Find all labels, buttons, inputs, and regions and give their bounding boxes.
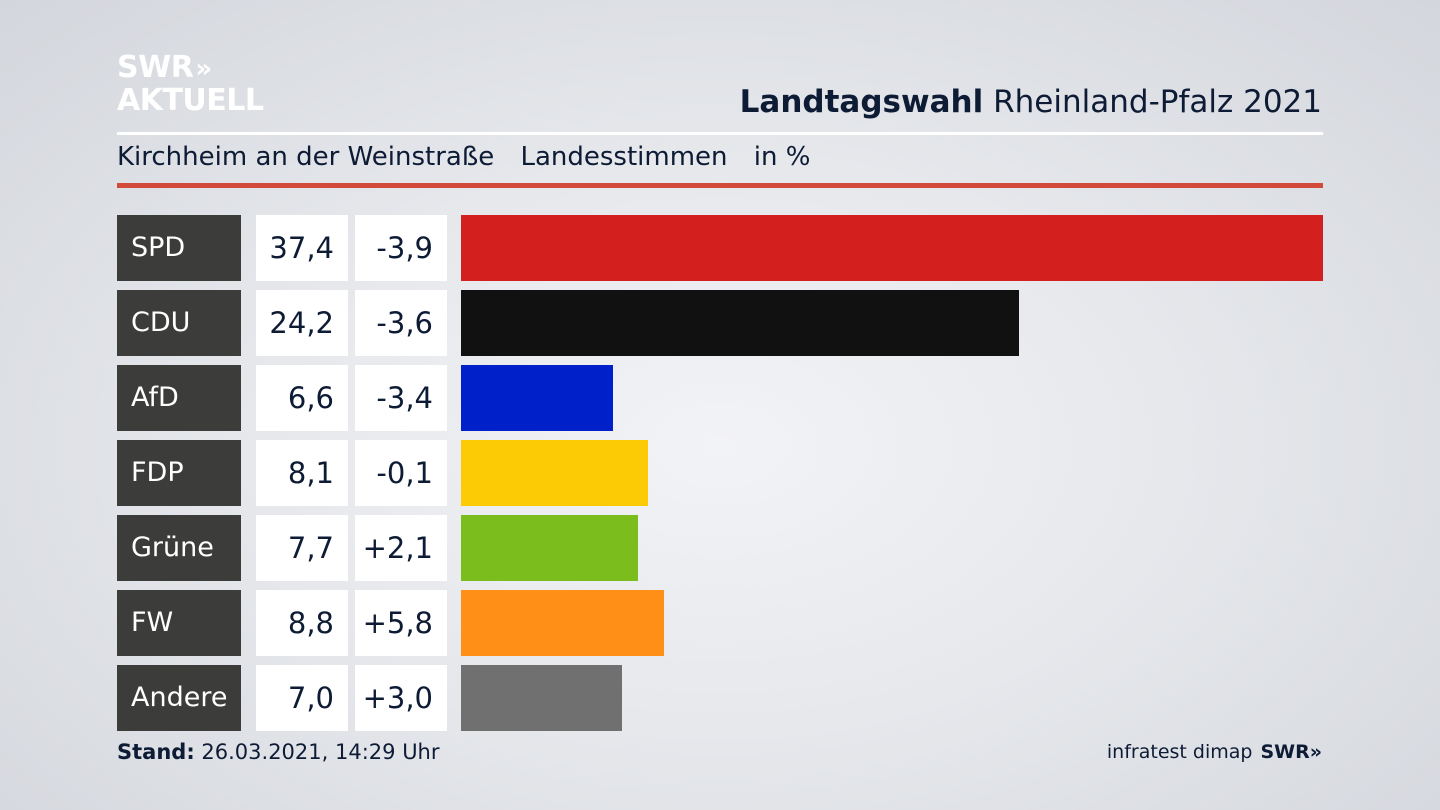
title-bold: Landtagswahl	[739, 84, 984, 120]
party-label: CDU	[117, 290, 241, 356]
party-label: Andere	[117, 665, 241, 731]
bar-mark	[461, 515, 638, 581]
bar-mark	[461, 590, 664, 656]
change-label: +3,0	[355, 665, 447, 731]
chart-row: SPD 37,4 -3,9	[117, 215, 1323, 281]
logo-aktuell-text: AKTUELL	[117, 83, 264, 118]
party-label: SPD	[117, 215, 241, 281]
value-label: 7,7	[256, 515, 348, 581]
value-label: 7,0	[256, 665, 348, 731]
bar-mark	[461, 440, 648, 506]
chart-row: Grüne 7,7 +2,1	[117, 515, 1323, 581]
change-label: -0,1	[355, 440, 447, 506]
party-label: AfD	[117, 365, 241, 431]
chart-row: FW 8,8 +5,8	[117, 590, 1323, 656]
party-label: Grüne	[117, 515, 241, 581]
subtitle-unit: in %	[753, 142, 811, 172]
value-label: 6,6	[256, 365, 348, 431]
stand-value: 26.03.2021, 14:29 Uhr	[201, 740, 440, 764]
bar-mark	[461, 365, 613, 431]
timestamp: Stand: 26.03.2021, 14:29 Uhr	[117, 740, 440, 764]
change-label: -3,6	[355, 290, 447, 356]
chart-row: AfD 6,6 -3,4	[117, 365, 1323, 431]
chart-subtitle: Kirchheim an der Weinstraße Landesstimme…	[117, 142, 828, 172]
title-regular: Rheinland-Pfalz 2021	[993, 84, 1322, 120]
chart-row: Andere 7,0 +3,0	[117, 665, 1323, 731]
party-label: FDP	[117, 440, 241, 506]
change-label: -3,4	[355, 365, 447, 431]
logo-swr-text: SWR	[117, 50, 194, 85]
chart-row: FDP 8,1 -0,1	[117, 440, 1323, 506]
change-label: +5,8	[355, 590, 447, 656]
value-label: 24,2	[256, 290, 348, 356]
stand-label: Stand:	[117, 740, 195, 764]
swr-footer-logo: SWR»	[1260, 741, 1322, 763]
bar-mark	[461, 290, 1019, 356]
source-label: infratest dimap	[1106, 741, 1253, 763]
subtitle-place: Kirchheim an der Weinstraße	[117, 142, 495, 172]
value-label: 8,8	[256, 590, 348, 656]
bar-mark	[461, 665, 622, 731]
change-label: -3,9	[355, 215, 447, 281]
source-credit: infratest dimap SWR»	[1107, 741, 1322, 763]
chart-row: CDU 24,2 -3,6	[117, 290, 1323, 356]
subtitle-divider	[117, 183, 1323, 188]
value-label: 37,4	[256, 215, 348, 281]
party-label: FW	[117, 590, 241, 656]
value-label: 8,1	[256, 440, 348, 506]
page-title: Landtagswahl Rheinland-Pfalz 2021	[740, 84, 1322, 120]
change-label: +2,1	[355, 515, 447, 581]
swr-aktuell-logo: SWR» AKTUELL	[117, 52, 264, 117]
subtitle-vote-type: Landesstimmen	[520, 142, 728, 172]
bar-mark	[461, 215, 1323, 281]
header-divider	[117, 132, 1323, 135]
